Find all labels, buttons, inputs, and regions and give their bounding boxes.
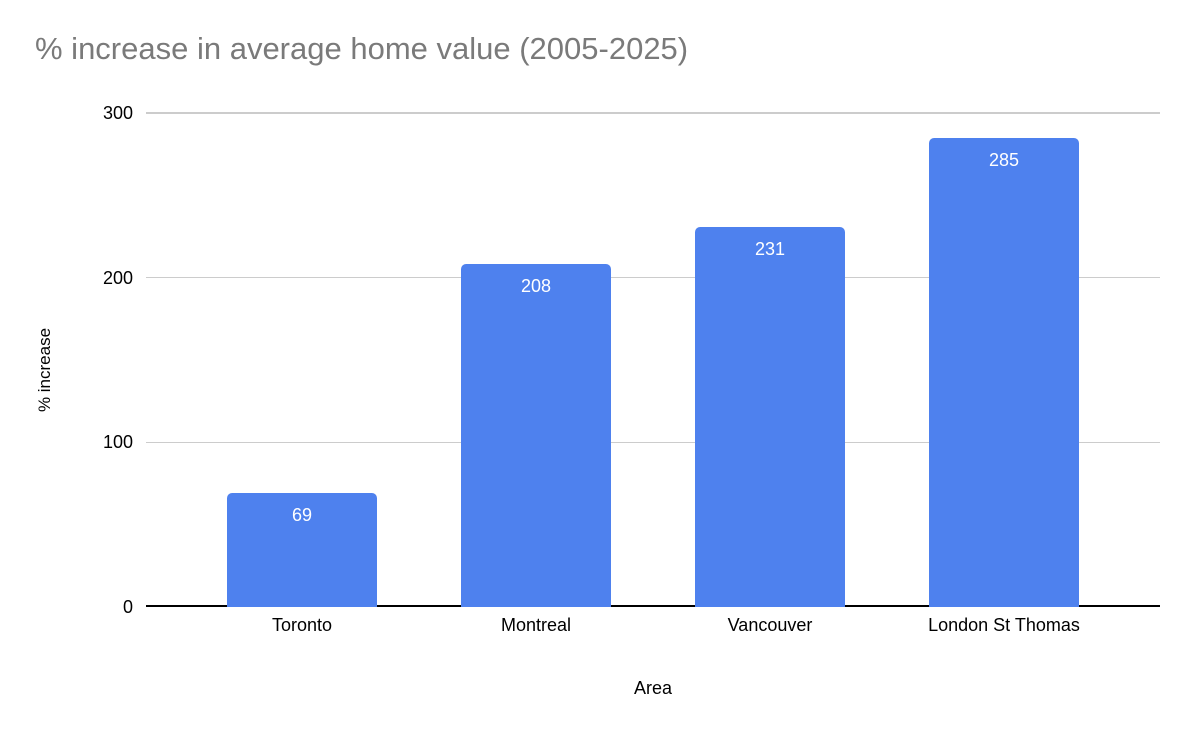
y-tick-label: 300 [102,103,133,123]
x-axis-baseline [146,605,1160,607]
gridline [146,441,1160,444]
x-axis-title: Area [633,678,673,698]
x-category-label: Vancouver [727,615,813,635]
plot-area: 69 208 231 285 [146,112,1160,607]
y-tick-label: 200 [102,267,133,288]
chart-title: % increase in average home value (2005-2… [35,31,689,66]
bar-toronto: 69 [227,493,377,607]
x-category-label: Montreal [500,615,572,635]
bar-montreal: 208 [461,264,611,607]
bar-value-label: 69 [291,505,313,526]
bar-value-label: 231 [754,238,786,259]
bar-london-st-thomas: 285 [929,137,1079,607]
bar-vancouver: 231 [695,226,845,607]
x-category-label: London St Thomas [928,615,1080,635]
bar-value-label: 208 [520,276,552,297]
gridline [146,276,1160,279]
y-tick-label: 100 [102,432,133,453]
y-axis-title: % increase [35,327,54,413]
x-category-label: Toronto [271,615,333,635]
bar-value-label: 285 [988,149,1020,170]
gridline [146,112,1160,114]
y-tick-label: 0 [122,597,133,617]
